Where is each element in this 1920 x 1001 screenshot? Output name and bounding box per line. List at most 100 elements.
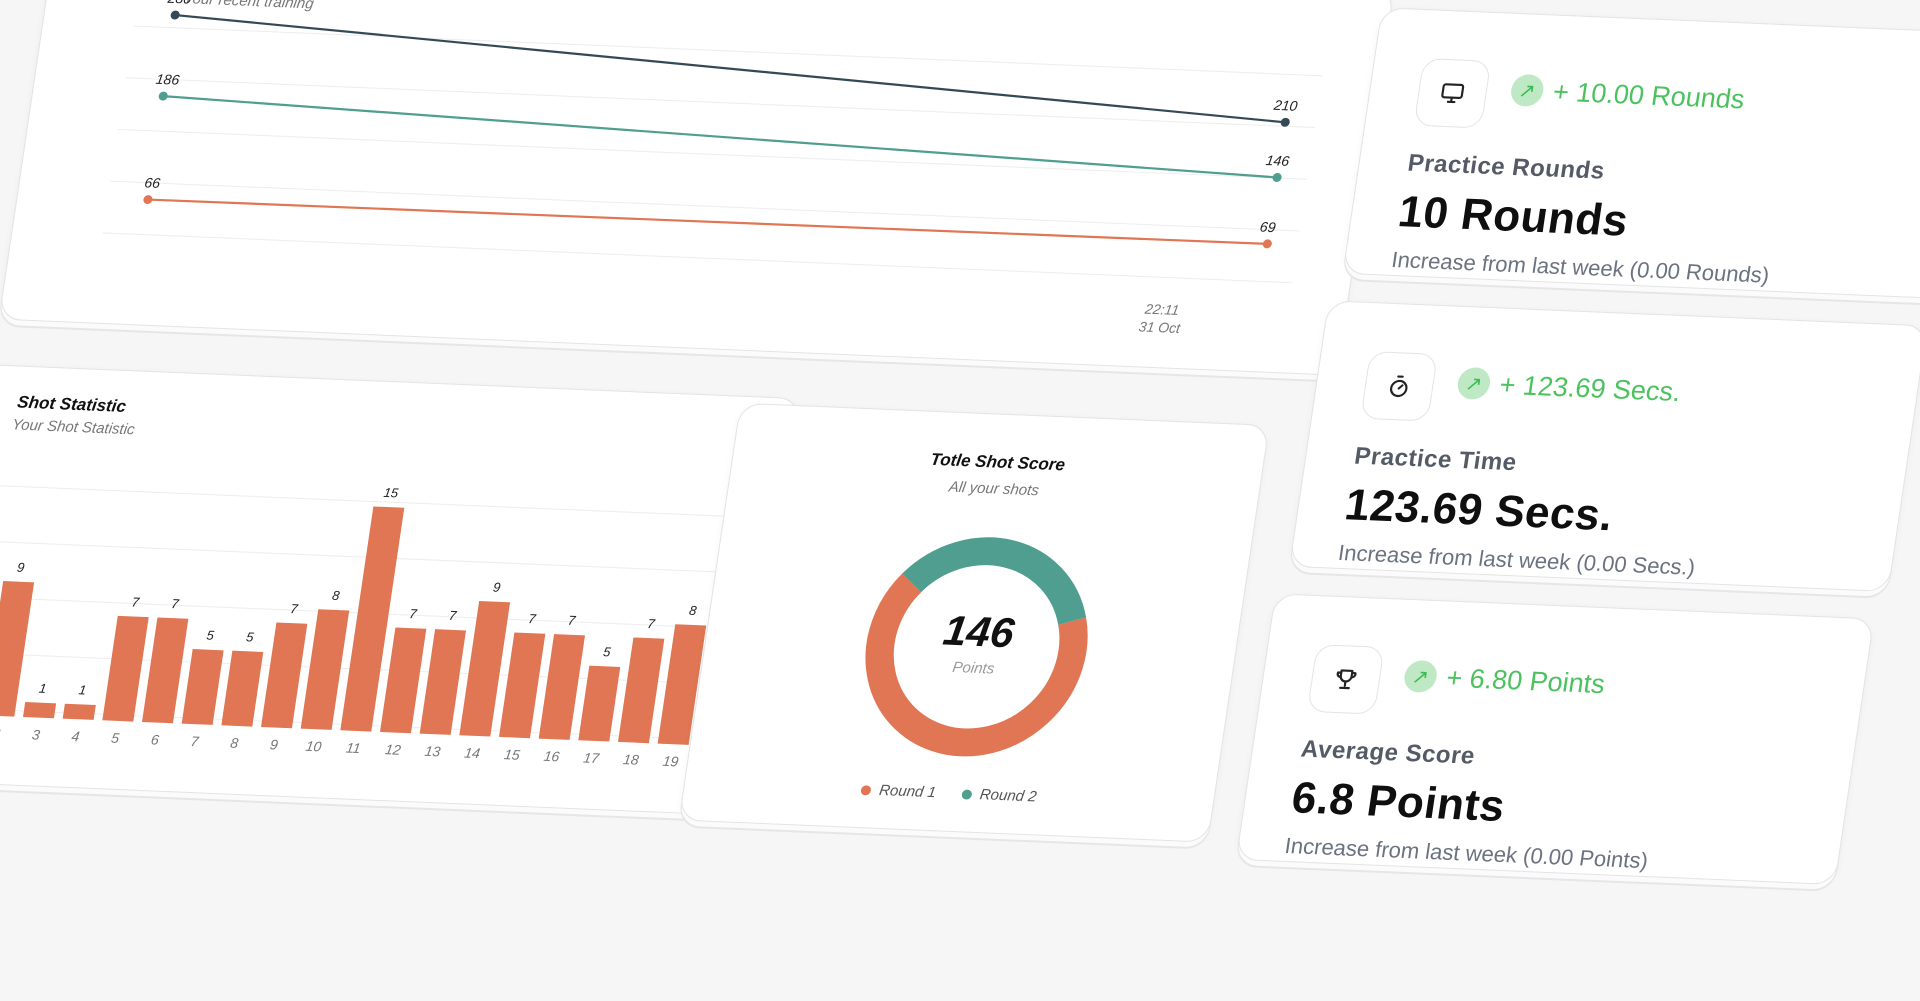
stat-value: 10 Rounds (1395, 187, 1632, 246)
total-score-card: Totle Shot Score All your shots 146 Poin… (678, 402, 1270, 843)
bar[interactable] (62, 703, 96, 720)
bar[interactable] (261, 622, 308, 729)
x-tick-label: 9 (269, 736, 279, 752)
bar-value-label: 5 (206, 628, 216, 643)
bar[interactable] (617, 637, 665, 744)
series-point[interactable] (143, 195, 153, 205)
bar[interactable] (23, 702, 57, 719)
trend-up-icon: ↗ (1508, 73, 1546, 107)
bar-value-label: 5 (602, 644, 612, 659)
bar-value-label: 7 (289, 601, 299, 616)
grid-line (0, 484, 767, 519)
bar-value-label: 7 (131, 594, 141, 609)
point-value-label: 146 (1265, 152, 1291, 169)
bar[interactable] (300, 609, 350, 730)
bar-value-label: 15 (383, 485, 400, 501)
series-point[interactable] (170, 10, 180, 20)
bar[interactable] (379, 627, 427, 734)
donut-slice[interactable] (865, 573, 1088, 757)
bar-value-label: 9 (16, 560, 25, 575)
bar[interactable] (419, 629, 467, 735)
series-point[interactable] (1280, 117, 1290, 127)
grid-line (102, 232, 1292, 284)
legend-item-round-1[interactable]: Round 1 (860, 781, 937, 801)
legend-swatch-round-2 (961, 788, 973, 800)
stat-note: Increase from last week (0.00 Rounds) (1389, 246, 1772, 288)
stat-label: Average Score (1299, 735, 1477, 770)
point-value-label: 186 (155, 71, 181, 88)
trend-badge: ↗ + 10.00 Rounds (1508, 73, 1747, 116)
grid-line (0, 539, 759, 575)
stat-note: Increase from last week (0.00 Secs.) (1336, 539, 1697, 580)
monitor-icon (1413, 58, 1492, 129)
bar[interactable] (102, 615, 149, 722)
series-line (147, 198, 1268, 245)
x-tick-label: 8 (229, 735, 239, 751)
x-tick-label: 7 (190, 733, 201, 749)
legend-swatch-round-1 (860, 784, 873, 796)
x-tick-label: 6 (150, 731, 160, 747)
stat-label: Practice Time (1352, 442, 1519, 477)
shot-bar-chart: 1019213147576575879810151171271391471571… (0, 484, 767, 771)
stat-label: Practice Rounds (1405, 149, 1607, 185)
bar-value-label: 5 (245, 629, 255, 644)
x-tick-label: 11 (345, 740, 362, 756)
practice-time-card: ↗ + 123.69 Secs. Practice Time 123.69 Se… (1288, 300, 1920, 592)
x-tick-label: 16 (543, 748, 561, 765)
bar[interactable] (578, 665, 621, 742)
point-value-label: 280 (166, 0, 193, 7)
legend-label-round-1: Round 1 (878, 781, 938, 802)
series-point[interactable] (1272, 173, 1282, 182)
series-line (162, 95, 1278, 179)
bar[interactable] (538, 634, 586, 740)
x-tick-label: 18 (622, 751, 640, 768)
bar-value-label: 7 (170, 596, 180, 611)
bar-value-label: 1 (38, 681, 47, 696)
bar[interactable] (498, 632, 546, 739)
stat-value: 123.69 Secs. (1341, 480, 1617, 541)
bar-value-label: 7 (448, 608, 458, 623)
x-tick-label: 12 (384, 741, 402, 758)
x-tick-label: 19 (662, 753, 680, 770)
donut-legend: Round 1 Round 2 (684, 774, 1214, 813)
practice-rounds-card: ↗ + 10.00 Rounds Practice Rounds 10 Roun… (1342, 7, 1920, 299)
x-tick-label: 10 (305, 738, 323, 755)
trophy-icon (1306, 644, 1385, 715)
score-donut-chart: 146 Points (845, 528, 1109, 766)
bar[interactable] (221, 650, 264, 727)
legend-item-round-2[interactable]: Round 2 (961, 785, 1038, 805)
x-tick-label: 13 (424, 743, 442, 760)
stat-value: 6.8 Points (1288, 773, 1509, 831)
bar[interactable] (340, 506, 405, 732)
series-point[interactable] (1262, 239, 1272, 249)
bar[interactable] (0, 581, 35, 717)
donut-slice[interactable] (902, 537, 1087, 626)
grid-line (117, 128, 1308, 180)
x-tick-label: 14 (463, 745, 481, 762)
x-tick-label: 15 (503, 746, 521, 763)
x-tick-label: 5 (110, 730, 120, 746)
average-score-card: ↗ + 6.80 Points Average Score 6.8 Points… (1235, 593, 1875, 886)
performance-card: Performance Your recent training 2802101… (0, 0, 1395, 376)
trend-up-icon: ↗ (1402, 659, 1439, 694)
stopwatch-icon (1360, 351, 1439, 422)
bar-value-label: 1 (78, 682, 87, 697)
trend-text: + 6.80 Points (1444, 662, 1608, 699)
grid-line (133, 25, 1323, 77)
bar[interactable] (459, 600, 511, 737)
bar-value-label: 7 (567, 613, 577, 628)
x-tick-label: 2 (0, 725, 2, 741)
donut-center-value: 146 (940, 606, 1018, 657)
trend-text: + 10.00 Rounds (1551, 76, 1747, 114)
bar[interactable] (657, 624, 707, 745)
trend-badge: ↗ + 123.69 Secs. (1455, 366, 1683, 408)
series-point[interactable] (158, 91, 168, 101)
trend-up-icon: ↗ (1455, 366, 1493, 401)
bar[interactable] (142, 617, 189, 724)
bar[interactable] (181, 649, 224, 725)
x-tick-label: 4 (71, 728, 81, 744)
point-value-label: 210 (1272, 97, 1299, 114)
trend-text: + 123.69 Secs. (1497, 369, 1683, 407)
x-tick-label: 17 (582, 750, 601, 767)
